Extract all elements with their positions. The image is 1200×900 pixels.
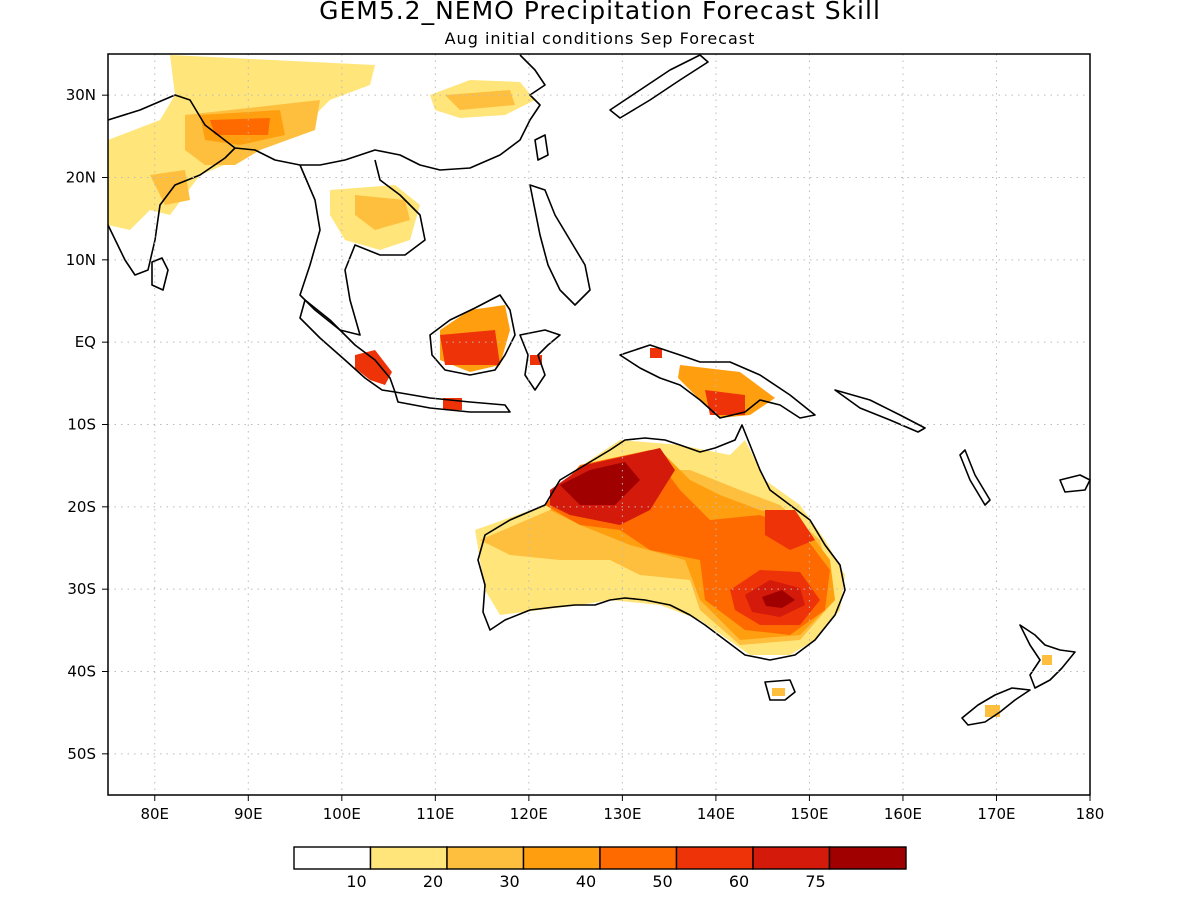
colorbar-swatch — [675, 846, 754, 870]
map-subtitle: Aug initial conditions Sep Forecast — [444, 29, 756, 48]
skill-region-kimberley-core — [560, 462, 640, 505]
tick-label-lat: 20N — [66, 169, 96, 187]
skill-region-sumatra — [355, 350, 392, 385]
skill-region-halmahera — [650, 348, 662, 358]
skill-region-westbengal — [150, 170, 190, 205]
skill-region-tasmania — [772, 688, 785, 696]
axis-ticks: 80E 90E 100E 110E 120E 130E 140E 150E 160E 170E 18… — [66, 86, 1105, 823]
coastline-taiwan — [534, 134, 549, 161]
colorbar-label: 20 — [423, 872, 443, 891]
colorbar-label: 60 — [729, 872, 749, 891]
coastline-nz-north — [1019, 624, 1076, 689]
tick-label-lon: 90E — [234, 805, 263, 823]
tick-label-lat: 20S — [67, 498, 96, 516]
tick-label-lat: 40S — [67, 663, 96, 681]
skill-region-nz-north — [1042, 655, 1052, 665]
colorbar-swatch — [522, 846, 601, 870]
skill-region-himalaya-core — [210, 118, 270, 135]
colorbar-swatch — [446, 846, 525, 870]
coastlines — [107, 54, 1091, 726]
tick-label-lat: 10S — [67, 416, 96, 434]
skill-region-png-core — [705, 390, 745, 415]
coastline-newguinea — [619, 344, 816, 419]
colorbar-swatch — [293, 846, 372, 870]
colorbar-swatch — [369, 846, 448, 870]
tick-label-lon: 160E — [884, 805, 922, 823]
colorbar-label: 50 — [652, 872, 672, 891]
colorbar-label: 40 — [576, 872, 596, 891]
coastline-indochina — [299, 159, 426, 336]
tick-label-lon: 110E — [416, 805, 454, 823]
skill-region-borneo-core — [440, 330, 500, 365]
colorbar-label: 75 — [805, 872, 825, 891]
coastline-tasmania — [764, 679, 796, 701]
coastline-japan — [609, 54, 709, 119]
skill-region-china-core — [445, 90, 515, 110]
coastline-fiji — [1059, 474, 1091, 493]
coastline-india — [107, 147, 236, 276]
skill-shading — [108, 55, 1052, 717]
colorbar-label: 10 — [346, 872, 366, 891]
tick-label-lat: 30N — [66, 86, 96, 104]
tick-label-lon: 150E — [790, 805, 828, 823]
tick-label-lon: 170E — [977, 805, 1015, 823]
coastline-sulawesi — [519, 329, 561, 391]
colorbar-label: 30 — [499, 872, 519, 891]
coastline-philippines — [529, 184, 591, 306]
skill-region-indochina-core — [355, 195, 410, 230]
tick-label-lon: 130E — [603, 805, 641, 823]
tick-label-lon: 100E — [323, 805, 361, 823]
tick-label-lon: 180 — [1076, 805, 1105, 823]
tick-label-lat: 50S — [67, 745, 96, 763]
tick-label-lon: 120E — [510, 805, 548, 823]
map-frame — [107, 53, 1091, 796]
skill-region-nz-south — [985, 705, 1000, 717]
tick-label-lat: EQ — [75, 333, 96, 351]
coastline-nz-south — [961, 687, 1031, 726]
skill-region-qld — [765, 510, 815, 550]
coastline-srilanka — [151, 257, 169, 291]
coastline-asia — [107, 54, 546, 171]
colorbar-swatch — [828, 846, 907, 870]
coastline-sumatra — [299, 299, 396, 393]
skill-region-png — [678, 365, 775, 418]
tick-label-lat: 10N — [66, 251, 96, 269]
coastline-java — [394, 391, 511, 413]
skill-region-nsw-peak — [762, 590, 795, 608]
tick-label-lat: 30S — [67, 580, 96, 598]
coastline-australia — [477, 424, 846, 661]
colorbar-swatch — [752, 846, 831, 870]
coastline-solomon — [834, 389, 926, 433]
coastline-borneo — [429, 294, 516, 376]
colorbar-swatch — [599, 846, 678, 870]
map-title: GEM5.2_NEMO Precipitation Forecast Skill — [319, 0, 881, 25]
tick-label-lon: 140E — [697, 805, 735, 823]
tick-label-lon: 80E — [140, 805, 169, 823]
graticule-grid — [108, 54, 1090, 795]
colorbar: 10 20 30 40 50 60 75 — [293, 846, 907, 891]
coastline-vanuatu — [959, 449, 991, 506]
